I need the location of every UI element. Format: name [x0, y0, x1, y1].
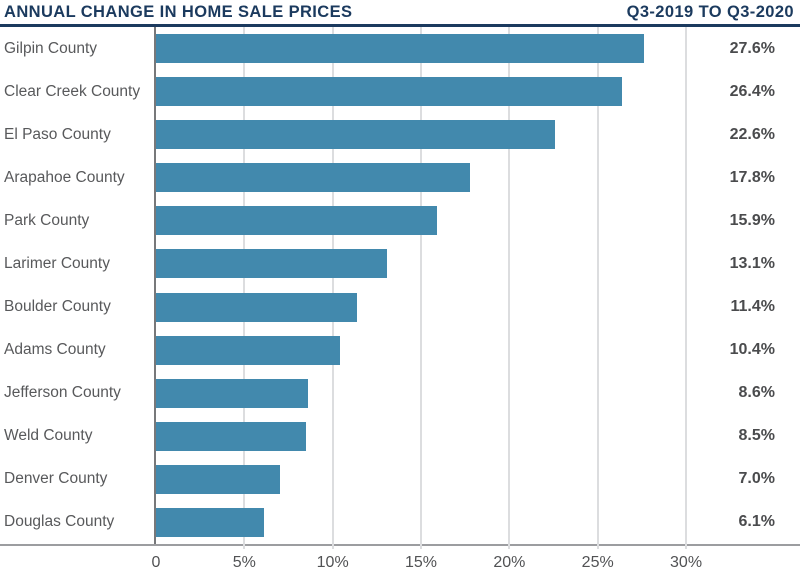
bar: [156, 378, 308, 408]
x-tick-label: 25%: [581, 554, 614, 571]
plot-area: Gilpin County 27.6% Clear Creek County 26.4…: [0, 27, 800, 549]
value-label: 11.4%: [730, 298, 775, 315]
bar-track: [156, 421, 800, 451]
bar: [156, 507, 264, 537]
chart-row: Boulder County 11.4%: [0, 285, 800, 328]
bar-track: [156, 77, 800, 107]
x-tick-label: 30%: [670, 554, 703, 571]
chart-row: Jefferson County 8.6%: [0, 372, 800, 415]
category-label: Douglas County: [4, 513, 115, 531]
bar: [156, 206, 437, 236]
bar-track: [156, 163, 800, 193]
value-label: 8.5%: [738, 427, 775, 445]
bar: [156, 421, 307, 451]
x-tick-label: 10%: [316, 554, 349, 571]
x-tick-label: 0: [151, 554, 161, 571]
chart-header: ANNUAL CHANGE IN HOME SALE PRICES Q3-201…: [0, 0, 800, 27]
bar-track: [156, 292, 800, 322]
value-label: 26.4%: [729, 82, 775, 100]
bar-track: [156, 120, 800, 150]
y-axis-line: [154, 27, 156, 544]
x-tick-label: 20%: [493, 554, 526, 571]
category-label: Boulder County: [4, 298, 111, 315]
gridline: [596, 27, 599, 549]
chart-row: Park County 15.9%: [0, 199, 800, 242]
gridline: [420, 27, 423, 549]
bar-track: [156, 206, 800, 236]
value-label: 7.0%: [738, 470, 775, 488]
chart-row: Denver County 7.0%: [0, 458, 800, 501]
x-axis-labels: 0 5% 10% 15% 20% 25% 30%: [152, 546, 800, 580]
chart-subtitle: Q3-2019 TO Q3-2020: [626, 3, 794, 21]
chart-row: Douglas County 6.1%: [0, 501, 800, 544]
category-label: Arapahoe County: [4, 168, 125, 186]
bar: [156, 292, 358, 322]
chart-row: Gilpin County 27.6%: [0, 27, 800, 70]
category-label: Gilpin County: [4, 39, 98, 57]
gridline: [331, 27, 334, 549]
gridline: [508, 27, 511, 549]
category-label: Park County: [4, 211, 90, 229]
bar-track: [156, 464, 800, 494]
value-label: 17.8%: [729, 168, 775, 186]
chart-row: Arapahoe County 17.8%: [0, 156, 800, 199]
chart-row: Adams County 10.4%: [0, 329, 800, 372]
category-label: Adams County: [4, 341, 106, 359]
bar-track: [156, 249, 800, 279]
bar: [156, 464, 280, 494]
chart-row: Larimer County 13.1%: [0, 242, 800, 285]
bar: [156, 77, 623, 107]
bar: [156, 249, 388, 279]
value-label: 6.1%: [738, 513, 775, 531]
bar-track: [156, 34, 800, 64]
bar: [156, 34, 644, 64]
bar-track: [156, 507, 800, 537]
category-label: Denver County: [4, 470, 108, 488]
bar: [156, 163, 471, 193]
chart-row: El Paso County 22.6%: [0, 113, 800, 156]
bar-track: [156, 335, 800, 365]
value-label: 27.6%: [729, 39, 775, 57]
value-label: 22.6%: [729, 125, 775, 143]
bar: [156, 120, 556, 150]
x-axis-line: [0, 544, 800, 546]
chart-title: ANNUAL CHANGE IN HOME SALE PRICES: [4, 3, 353, 21]
value-label: 8.6%: [738, 384, 775, 402]
value-label: 10.4%: [729, 341, 775, 359]
chart-rows: Gilpin County 27.6% Clear Creek County 26.4…: [0, 27, 800, 544]
value-label: 13.1%: [729, 254, 775, 272]
x-tick-label: 5%: [232, 554, 256, 571]
bar: [156, 335, 340, 365]
category-label: Larimer County: [4, 254, 110, 272]
category-label: Clear Creek County: [4, 82, 141, 100]
bar-track: [156, 378, 800, 408]
category-label: Jefferson County: [4, 384, 121, 402]
chart-row: Clear Creek County 26.4%: [0, 70, 800, 113]
x-tick-label: 15%: [405, 554, 438, 571]
gridline: [685, 27, 688, 549]
value-label: 15.9%: [729, 211, 775, 229]
category-label: El Paso County: [4, 125, 111, 143]
category-label: Weld County: [4, 427, 93, 445]
grid-layer: [156, 27, 800, 549]
chart-row: Weld County 8.5%: [0, 415, 800, 458]
gridline: [243, 27, 246, 549]
